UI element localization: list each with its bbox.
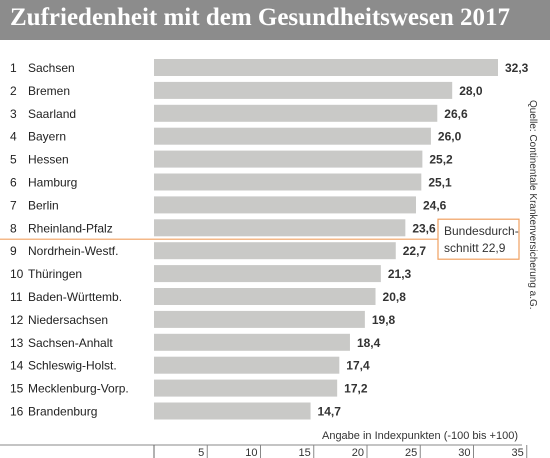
bar bbox=[154, 333, 350, 351]
rank-label: 9 bbox=[10, 244, 17, 258]
category-label: Hessen bbox=[28, 153, 69, 167]
bar bbox=[154, 219, 406, 237]
x-tick-label: 5 bbox=[198, 447, 204, 458]
x-tick-label: 20 bbox=[352, 447, 364, 458]
bar bbox=[154, 196, 416, 214]
category-label: Berlin bbox=[28, 198, 59, 212]
value-label: 24,6 bbox=[423, 198, 447, 212]
value-label: 18,4 bbox=[357, 336, 381, 350]
x-tick-label: 25 bbox=[405, 447, 417, 458]
value-label: 26,6 bbox=[444, 107, 468, 121]
bar bbox=[154, 104, 438, 122]
rank-label: 4 bbox=[10, 130, 17, 144]
x-tick-label: 15 bbox=[299, 447, 311, 458]
value-label: 21,3 bbox=[388, 267, 412, 281]
bar bbox=[154, 402, 311, 420]
source-note: Quelle: Continentale Krankenversicherung… bbox=[527, 100, 538, 310]
bar bbox=[154, 242, 396, 260]
value-label: 26,0 bbox=[438, 130, 462, 144]
rank-label: 12 bbox=[10, 313, 24, 327]
rank-label: 11 bbox=[10, 290, 23, 304]
value-label: 20,8 bbox=[383, 290, 407, 304]
value-label: 17,2 bbox=[344, 382, 368, 396]
bar bbox=[154, 173, 422, 191]
category-label: Mecklenburg-Vorp. bbox=[28, 382, 129, 396]
rank-label: 5 bbox=[10, 153, 17, 167]
value-label: 22,7 bbox=[403, 244, 427, 258]
value-label: 32,3 bbox=[505, 61, 529, 75]
category-label: Sachsen-Anhalt bbox=[28, 336, 113, 350]
x-tick-label: 10 bbox=[245, 447, 257, 458]
category-label: Saarland bbox=[28, 107, 76, 121]
category-label: Nordrhein-Westf. bbox=[28, 244, 118, 258]
bar bbox=[154, 310, 365, 328]
value-label: 23,6 bbox=[412, 221, 436, 235]
value-label: 17,4 bbox=[346, 359, 370, 373]
x-tick-label: 30 bbox=[458, 447, 470, 458]
rank-label: 3 bbox=[10, 107, 17, 121]
category-label: Bayern bbox=[28, 130, 66, 144]
bar bbox=[154, 127, 431, 145]
rank-label: 16 bbox=[10, 405, 24, 419]
bar bbox=[154, 150, 423, 168]
category-label: Rheinland-Pfalz bbox=[28, 221, 113, 235]
rank-label: 8 bbox=[10, 221, 17, 235]
bar bbox=[154, 288, 376, 305]
category-label: Baden-Württemb. bbox=[28, 290, 122, 304]
category-label: Brandenburg bbox=[28, 405, 97, 419]
bar-chart: 1 Sachsen 32,3 2 Bremen 28,0 3 Saarland 26,6 4 Bay… bbox=[0, 59, 529, 458]
title-bar: Zufriedenheit mit dem Gesundheitswesen 2… bbox=[0, 0, 550, 40]
category-label: Thüringen bbox=[28, 267, 82, 281]
rank-label: 15 bbox=[10, 382, 24, 396]
value-label: 28,0 bbox=[459, 84, 483, 98]
category-label: Schleswig-Holst. bbox=[28, 359, 117, 373]
reference-label-line2: schnitt 22,9 bbox=[444, 241, 506, 255]
rank-label: 1 bbox=[10, 61, 17, 75]
reference-box bbox=[437, 218, 520, 260]
rank-label: 2 bbox=[10, 84, 17, 98]
category-label: Niedersachsen bbox=[28, 313, 108, 327]
bar bbox=[154, 379, 338, 397]
reference-label-line1: Bundesdurch- bbox=[444, 224, 519, 238]
value-label: 25,1 bbox=[428, 176, 452, 190]
chart-title: Zufriedenheit mit dem Gesundheitswesen 2… bbox=[10, 4, 510, 31]
rank-label: 14 bbox=[10, 359, 24, 373]
bar bbox=[154, 59, 498, 76]
category-label: Hamburg bbox=[28, 176, 77, 190]
x-axis-label: Angabe in Indexpunkten (-100 bis +100) bbox=[322, 430, 518, 442]
category-label: Bremen bbox=[28, 84, 70, 98]
bar bbox=[154, 81, 453, 99]
rank-label: 7 bbox=[10, 198, 17, 212]
rank-label: 10 bbox=[10, 267, 24, 281]
value-label: 19,8 bbox=[372, 313, 396, 327]
bar bbox=[154, 265, 381, 283]
category-label: Sachsen bbox=[28, 61, 75, 75]
rank-label: 13 bbox=[10, 336, 24, 350]
value-label: 25,2 bbox=[429, 153, 453, 167]
value-label: 14,7 bbox=[318, 405, 342, 419]
bar bbox=[154, 356, 340, 374]
x-tick-label: 35 bbox=[512, 447, 524, 458]
rank-label: 6 bbox=[10, 176, 17, 190]
